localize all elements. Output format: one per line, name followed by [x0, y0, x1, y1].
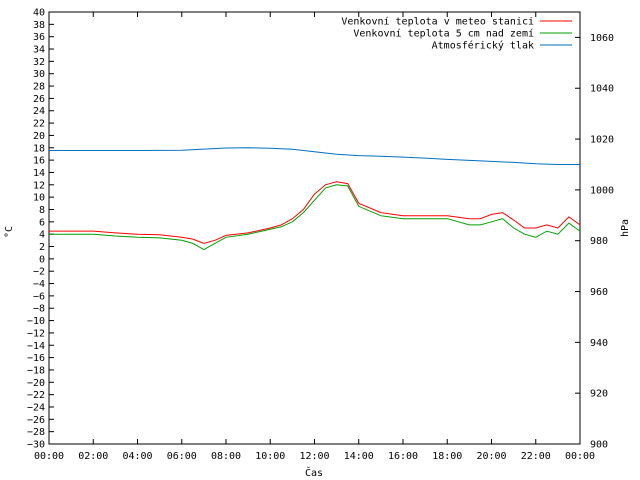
y-left-tick-label: −20	[27, 378, 45, 389]
y-left-tick-label: 38	[33, 20, 45, 31]
y-left-tick-label: −8	[33, 304, 45, 315]
y-right-tick-label: 1040	[590, 84, 614, 95]
y-left-tick-label: −10	[27, 316, 45, 327]
y-right-tick-label: 980	[590, 236, 608, 247]
x-tick-label: 22:00	[521, 451, 551, 462]
y-left-tick-label: 10	[33, 193, 45, 204]
plot-frame	[48, 11, 581, 445]
y-left-tick-label: 30	[33, 69, 45, 80]
series-line-2	[49, 147, 580, 165]
x-tick-label: 14:00	[344, 451, 374, 462]
y-left-tick-label: −12	[27, 328, 45, 339]
y-left-tick-label: −28	[27, 427, 45, 438]
y-left-tick-label: 0	[39, 254, 45, 265]
y-right-tick-label: 940	[590, 338, 608, 349]
series-lines	[49, 147, 581, 251]
y-left-tick-label: −2	[33, 267, 45, 278]
y-left-tick-label: 40	[33, 8, 45, 19]
x-tick-label: 02:00	[78, 451, 108, 462]
x-tick-label: 10:00	[255, 451, 285, 462]
x-tick-label: 00:00	[34, 451, 64, 462]
y-left-tick-label: 14	[33, 168, 45, 179]
x-tick-label: 18:00	[432, 451, 462, 462]
y-left-tick-label: −16	[27, 353, 45, 364]
y-right-tick-label: 920	[590, 389, 608, 400]
y-left-tick-label: 6	[39, 217, 45, 228]
y-left-tick-label: −22	[27, 390, 45, 401]
series-line-1	[49, 184, 581, 251]
y-left-tick-label: −4	[33, 279, 45, 290]
y-left-tick-label: 26	[33, 94, 45, 105]
y-right-tick-label: 1020	[590, 135, 614, 146]
legend-label-0: Venkovní teplota v meteo stanici	[341, 16, 534, 28]
x-tick-label: 06:00	[167, 451, 197, 462]
y-right-axis-label: hPa	[620, 219, 631, 237]
legend-label-1: Venkovní teplota 5 cm nad zemí	[353, 28, 534, 40]
y-left-tick-label: 22	[33, 119, 45, 130]
y-left-tick-label: 18	[33, 143, 45, 154]
y-left-tick-label: −26	[27, 415, 45, 426]
y-right-tick-label: 1060	[590, 33, 614, 44]
x-tick-label: 08:00	[211, 451, 241, 462]
x-tick-label: 04:00	[122, 451, 152, 462]
y-left-tick-label: 36	[33, 32, 45, 43]
y-left-ticks: 4038363432302826242220181614121086420−2−…	[27, 8, 54, 451]
y-left-tick-label: −18	[27, 365, 45, 376]
x-tick-label: 12:00	[299, 451, 329, 462]
y-left-tick-label: 16	[33, 156, 45, 167]
y-right-tick-label: 960	[590, 287, 608, 298]
y-left-tick-label: 4	[39, 230, 45, 241]
y-left-axis-label: °C	[4, 226, 15, 238]
y-right-tick-label: 900	[590, 440, 608, 451]
y-left-tick-label: 8	[39, 205, 45, 216]
y-right-tick-label: 1000	[590, 185, 614, 196]
y-left-tick-label: −30	[27, 440, 45, 451]
legend-label-2: Atmosférický tlak	[432, 40, 534, 52]
y-left-tick-label: 20	[33, 131, 45, 142]
y-left-tick-label: −6	[33, 291, 45, 302]
y-left-tick-label: 28	[33, 82, 45, 93]
legend: Venkovní teplota v meteo staniciVenkovní…	[341, 16, 572, 52]
y-left-tick-label: −14	[27, 341, 45, 352]
x-ticks: 00:00 02:00 04:00 06:00 08:00 10:00 12:00 14:00…	[34, 12, 595, 462]
y-left-tick-label: 2	[39, 242, 45, 253]
x-axis-label: Čas	[305, 466, 323, 479]
y-left-tick-label: 32	[33, 57, 45, 68]
y-right-ticks: 1060 1040 1020 1000 980 960 940 920 900	[575, 33, 614, 451]
y-left-tick-label: 34	[33, 45, 45, 56]
y-left-tick-label: −24	[27, 402, 45, 413]
y-left-tick-label: 24	[33, 106, 45, 117]
y-left-tick-label: 12	[33, 180, 45, 191]
x-tick-label: 20:00	[476, 451, 506, 462]
x-tick-label: 00:00	[565, 451, 595, 462]
x-tick-label: 16:00	[388, 451, 418, 462]
series-line-0	[49, 181, 581, 244]
